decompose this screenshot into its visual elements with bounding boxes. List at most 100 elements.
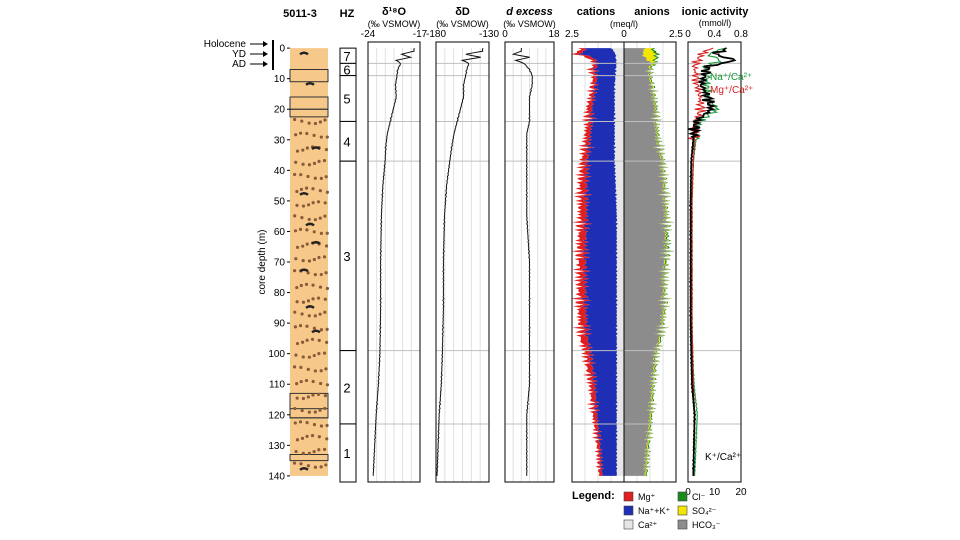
area-na-k <box>577 48 618 476</box>
depth-tick-label: 20 <box>274 105 286 116</box>
series-line <box>372 47 415 476</box>
core-gravel-dot <box>306 174 310 179</box>
core-gravel-dot <box>306 395 310 399</box>
depth-tick-label: 70 <box>274 258 286 269</box>
core-gravel-dot <box>312 353 316 358</box>
depth-tick-label: 10 <box>274 74 286 85</box>
core-gravel-dot <box>307 355 311 359</box>
core-gravel-dot <box>318 312 322 316</box>
legend: Legend: Mg⁺ Cl⁻ Na⁺+K⁺ SO₄²⁻ Ca²⁺ HCO₃⁻ <box>572 490 721 530</box>
legend-label: Cl⁻ <box>692 492 705 502</box>
core-gravel-dot <box>305 228 309 232</box>
core-fossil-mark <box>305 305 315 309</box>
core-gravel-dot <box>323 394 328 398</box>
core-gravel-dot <box>324 463 328 467</box>
ionic-top-tick-label: 0.4 <box>708 29 722 40</box>
core-fossil-mark <box>299 268 309 273</box>
panel-tick-label: -130 <box>479 29 499 40</box>
core-gravel-dot <box>306 299 311 303</box>
ionic-frame <box>687 41 742 483</box>
core-gravel-dot <box>325 190 330 194</box>
core-gravel-dot <box>317 352 321 356</box>
core-gravel-dot <box>319 135 323 139</box>
core-gravel-dot <box>301 244 305 248</box>
event-label: Holocene <box>204 39 247 50</box>
hz-zone-box <box>339 423 357 483</box>
core-gravel-dot <box>317 338 321 342</box>
ionic-series-label: K⁺/Ca²⁺ <box>705 452 741 463</box>
ions-tick-label: 0 <box>621 29 627 40</box>
ionic-top-tick-label: 0.8 <box>734 29 748 40</box>
core-gravel-dot <box>312 161 317 166</box>
core-gravel-dot <box>325 340 329 345</box>
core-gravel-dot <box>300 436 305 440</box>
core-fossil-mark <box>299 51 309 56</box>
core-fossil-mark <box>311 240 321 245</box>
core-gravel-dot <box>313 369 317 373</box>
ions-frame <box>571 41 677 483</box>
core-gravel-dot <box>294 353 298 357</box>
core-fossil-mark <box>305 82 315 86</box>
panel-frame <box>435 41 490 483</box>
core-gravel-dot <box>323 201 327 205</box>
core-gravel-dot <box>304 378 309 383</box>
area-mg <box>570 48 604 476</box>
ions-tick-label: 2.5 <box>565 29 579 40</box>
depth-tick-label: 120 <box>268 410 285 421</box>
core-gravel-dot <box>300 340 305 344</box>
legend-swatch <box>677 519 688 530</box>
core-gravel-dot <box>307 410 311 414</box>
core-fossil-mark <box>311 146 321 150</box>
depth-tick-label: 140 <box>268 471 285 482</box>
core-gravel-dot <box>323 310 327 314</box>
panel-tick-label: 0 <box>502 29 508 40</box>
core-gravel-dot <box>322 158 327 163</box>
area-ca <box>610 48 624 476</box>
core-gravel-dot <box>299 173 303 177</box>
core-gravel-dot <box>305 338 309 342</box>
core-gravel-dot <box>307 451 311 455</box>
core-gravel-dot <box>306 271 310 275</box>
hz-zone-label: 5 <box>343 92 350 107</box>
core-gravel-dot <box>312 257 316 262</box>
event-arrow-head <box>263 41 268 47</box>
core-gravel-dot <box>295 382 299 386</box>
core-gravel-dot <box>295 149 300 153</box>
core-gravel-dot <box>304 282 309 286</box>
core-gravel-dot <box>306 203 311 207</box>
core-gravel-dot <box>323 118 327 122</box>
core-gravel-dot <box>294 257 298 261</box>
core-gravel-dot <box>299 365 303 369</box>
core-gravel-dot <box>310 337 315 341</box>
core-gravel-dot <box>304 186 309 190</box>
core-gravel-dot <box>319 176 323 180</box>
core-gravel-dot <box>324 147 329 152</box>
depth-tick-label: 110 <box>269 380 285 391</box>
core-gravel-dot <box>313 121 318 126</box>
core-gravel-dot <box>318 120 323 124</box>
core-gravel-dot <box>292 461 297 465</box>
core-fossil-mark <box>299 192 309 196</box>
ionic-series-line <box>687 47 737 477</box>
core-gravel-dot <box>301 148 305 152</box>
panel-title: δD <box>455 6 470 18</box>
core-gravel-dot <box>306 464 310 468</box>
core-gravel-dot <box>325 231 329 235</box>
core-gravel-dot <box>311 201 315 205</box>
depth-tick-label: 0 <box>279 44 285 55</box>
depth-tick-label: 30 <box>274 135 286 146</box>
ionic-title: ionic activity <box>682 6 750 18</box>
legend-swatch <box>623 505 634 516</box>
event-label: YD <box>232 49 246 60</box>
core-gravel-dot <box>305 146 309 150</box>
core-layer-box <box>289 69 329 83</box>
core-gravel-dot <box>295 285 299 290</box>
core-gravel-dot <box>300 119 304 123</box>
legend-swatch <box>677 505 688 516</box>
hz-zone-label: 7 <box>343 49 350 64</box>
core-gravel-dot <box>317 255 321 260</box>
ionic-unit: (mmol/l) <box>699 18 732 28</box>
core-gravel-dot <box>313 410 317 414</box>
legend-swatch <box>623 491 634 502</box>
core-gravel-dot <box>311 187 315 191</box>
